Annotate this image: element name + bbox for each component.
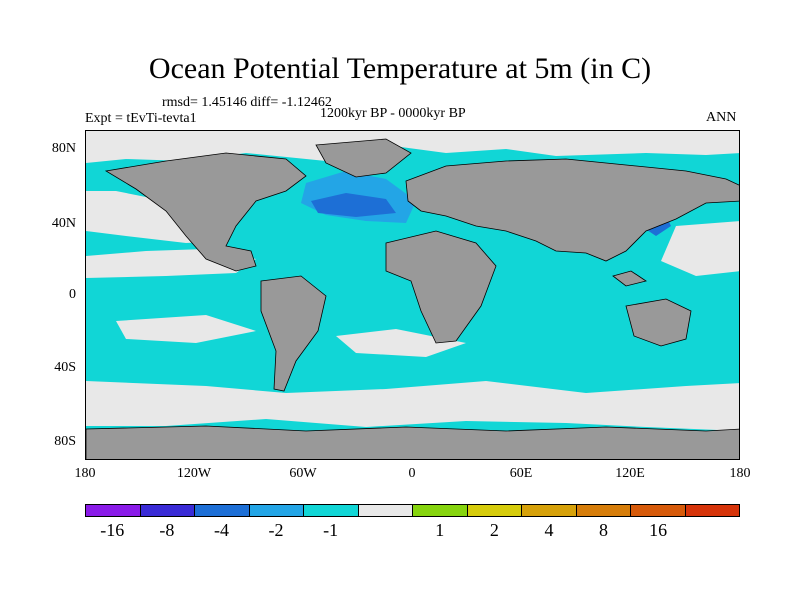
colorbar-label: -16 [100,520,125,540]
africa [385,230,497,344]
period-label: 1200kyr BP - 0000kyr BP [320,106,466,121]
colorbar-segment [249,505,304,516]
north-atlantic-minus4 [311,193,396,217]
south-pacific-near-zero [116,315,256,343]
y-tick-label: 80S [54,434,76,449]
colorbar-label: -1 [323,520,339,540]
x-tick-label: 0 [408,466,416,481]
colorbar-label: 4 [544,520,554,540]
colorbar-segment [86,505,141,516]
colorbar-label: 8 [599,520,609,540]
colorbar-label: 2 [489,520,499,540]
colorbar-segment [358,505,413,516]
colorbar-segment [195,505,250,516]
x-tick-label: 180 [729,466,751,481]
season-label: ANN [706,110,737,125]
stats-label: rmsd= 1.45146 diff= -1.12462 [162,95,332,110]
colorbar-label: -2 [268,520,284,540]
experiment-label: Expt = tEvTi-tevta1 [85,111,197,126]
west-pacific-near-zero [661,221,739,276]
land-masses [86,138,739,459]
x-tick-label: 120E [615,466,645,481]
colorbar-label: 16 [649,520,668,540]
y-tick-label: 40S [54,360,76,375]
greenland [315,138,412,178]
colorbar-segment [631,505,686,516]
x-tick-label: 120W [176,466,212,481]
indonesia [612,270,647,287]
colorbar-segment [685,505,739,516]
south-america [260,275,327,392]
map-panel [85,130,740,460]
eurasia [405,158,739,262]
colorbar-segment [522,505,577,516]
southern-ocean-near-zero [86,381,739,431]
south-atlantic-near-zero [336,329,466,357]
colorbar-segment [304,505,359,516]
colorbar-segment [467,505,522,516]
colorbar-segment [413,505,468,516]
colorbar-label: 1 [435,520,445,540]
antarctica [86,425,739,459]
map-canvas [86,131,739,459]
australia [625,298,692,347]
colorbar-segment [576,505,631,516]
colorbar-label: -8 [159,520,175,540]
arctic-near-zero [86,131,739,163]
colorbar [85,504,740,517]
colorbar-segment [140,505,195,516]
x-tick-label: 60E [509,466,533,481]
north-america [104,152,307,272]
y-tick-label: 40N [51,216,76,231]
x-tick-label: 60W [289,466,317,481]
map-title: Ocean Potential Temperature at 5m (in C) [148,52,652,85]
y-tick-label: 80N [51,141,76,156]
y-tick-label: 0 [69,287,76,302]
colorbar-label: -4 [213,520,229,540]
x-tick-label: 180 [74,466,96,481]
